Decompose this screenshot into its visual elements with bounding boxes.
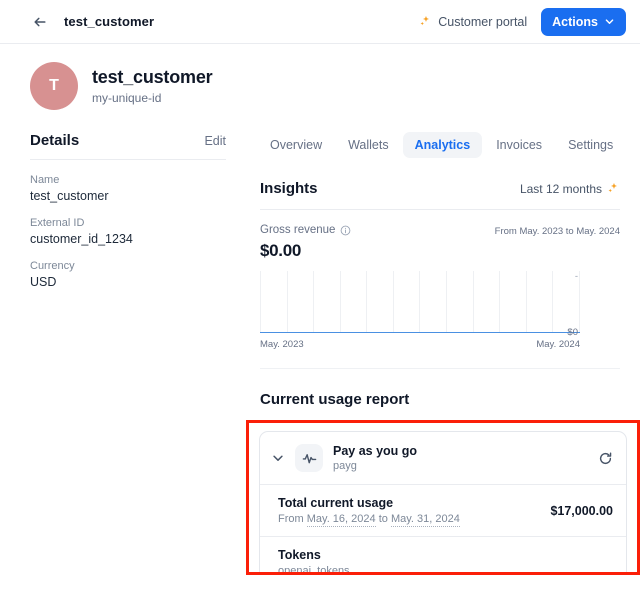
detail-label: External ID [30, 217, 85, 229]
chart-x-axis: May. 2023 May. 2024 [260, 339, 580, 350]
metric-value: $0.00 [260, 241, 302, 260]
edit-details-link[interactable]: Edit [204, 134, 226, 148]
page-body: Details Edit Name test_customer External… [0, 124, 640, 575]
sparkle-icon [608, 182, 617, 193]
detail-value: test_customer [30, 189, 109, 203]
gridline [313, 271, 315, 333]
gross-revenue-chart: - $0 May. 2023 May. 2024 [260, 271, 620, 350]
period-mid: to [375, 513, 391, 525]
usage-row-title: Total current usage [278, 496, 394, 510]
date-range-selector[interactable]: Last 12 months [520, 182, 620, 196]
gridline [419, 271, 421, 333]
date-range-label: Last 12 months [519, 181, 602, 196]
usage-row-text: Total current usage From May. 16, 2024 t… [278, 496, 460, 527]
metric-label-row: Gross revenue [260, 224, 351, 236]
usage-report-highlight: Pay as you go payg Total current usage F [246, 420, 640, 575]
usage-row-total: Total current usage From May. 16, 2024 t… [260, 484, 626, 536]
gridline [525, 271, 527, 333]
chart-x-tick-end: May. 2024 [536, 339, 580, 350]
gridline [552, 271, 554, 333]
usage-row-text: Tokens openai_tokens [278, 548, 350, 575]
activity-pulse-icon [302, 453, 316, 463]
refresh-icon[interactable] [598, 451, 613, 466]
details-divider [30, 159, 226, 160]
chart-gridlines [260, 271, 580, 333]
metric-left: Gross revenue $0.00 [260, 224, 351, 261]
actions-button[interactable]: Actions [541, 7, 626, 36]
chart-series-line [260, 331, 580, 333]
insights-header: Insights Last 12 months [260, 180, 620, 209]
plan-icon-box [295, 444, 323, 472]
detail-field-external-id: External ID customer_id_1234 [30, 217, 226, 246]
metric-label: Gross revenue [260, 224, 336, 236]
arrow-left-icon[interactable] [30, 12, 50, 32]
chart-y-tick-zero: $0 [567, 327, 578, 338]
tab-bar: Overview Wallets Analytics Invoices Sett… [254, 132, 626, 158]
usage-row-amount: $17,000.00 [550, 503, 613, 518]
insights-divider [260, 209, 620, 210]
gross-revenue-metric: Gross revenue $0.00 From May. 2023 to Ma… [260, 224, 620, 261]
plan-name: Pay as you go [333, 444, 418, 458]
top-bar: test_customer Customer portal Actions [0, 0, 640, 44]
usage-plan-header[interactable]: Pay as you go payg [260, 432, 626, 484]
plan-identity: Pay as you go payg [333, 444, 417, 472]
chevron-down-icon [605, 19, 614, 24]
customer-portal-link[interactable]: Customer portal [419, 15, 527, 29]
gridline [499, 271, 501, 333]
info-icon[interactable] [340, 225, 351, 236]
gridline [446, 271, 448, 333]
tab-settings[interactable]: Settings [568, 138, 614, 152]
gridline [578, 271, 580, 333]
usage-report-title: Current usage report [260, 391, 410, 408]
avatar-letter: T [49, 77, 59, 94]
period-date-from[interactable]: May. 16, 2024 [306, 513, 376, 527]
details-panel: Details Edit Name test_customer External… [0, 132, 246, 575]
period-prefix: From [278, 513, 307, 525]
gridline [392, 271, 394, 333]
chart-plot-area: - $0 [260, 271, 580, 338]
customer-unique-id: my-unique-id [92, 91, 162, 105]
sparkle-icon [420, 15, 430, 26]
customer-header: T test_customer my-unique-id [0, 44, 640, 124]
usage-row-code: openai_tokens [278, 565, 350, 575]
tab-invoices[interactable]: Invoices [496, 138, 543, 152]
detail-label: Currency [30, 260, 75, 272]
usage-row-tokens: Tokens openai_tokens [260, 536, 626, 575]
gridline [339, 271, 341, 333]
detail-value: customer_id_1234 [30, 232, 133, 246]
usage-row-title: Tokens [278, 548, 321, 562]
chevron-down-icon[interactable] [271, 451, 285, 465]
chart-y-tick-top: - [574, 271, 578, 282]
metric-date-range: From May. 2023 to May. 2024 [494, 226, 620, 237]
details-title: Details [30, 132, 80, 149]
plan-code: payg [333, 460, 357, 472]
customer-identity: test_customer my-unique-id [92, 67, 213, 105]
tab-overview[interactable]: Overview [270, 138, 323, 152]
details-header: Details Edit [30, 132, 226, 159]
detail-value: USD [30, 275, 57, 289]
analytics-panel: Overview Wallets Analytics Invoices Sett… [246, 132, 640, 575]
customer-portal-label: Customer portal [438, 14, 528, 29]
actions-button-label: Actions [552, 14, 598, 29]
detail-field-name: Name test_customer [30, 174, 226, 203]
insights-title: Insights [260, 180, 318, 197]
gridline [472, 271, 474, 333]
gridline [366, 271, 368, 333]
tab-wallets[interactable]: Wallets [348, 138, 389, 152]
tab-analytics[interactable]: Analytics [402, 132, 483, 158]
detail-field-currency: Currency USD [30, 260, 226, 289]
usage-row-period: From May. 16, 2024 to May. 31, 2024 [278, 513, 460, 527]
detail-label: Name [30, 174, 60, 186]
chart-x-tick-start: May. 2023 [260, 339, 304, 350]
usage-card: Pay as you go payg Total current usage F [259, 431, 627, 575]
page-title: test_customer [64, 14, 155, 29]
customer-name: test_customer [92, 67, 213, 87]
insights-bottom-divider [260, 368, 620, 369]
gridline [286, 271, 288, 333]
period-date-to[interactable]: May. 31, 2024 [390, 513, 460, 527]
gridline [260, 271, 261, 333]
insights-section: Insights Last 12 months Gross revenue [254, 180, 626, 350]
avatar: T [30, 62, 78, 110]
